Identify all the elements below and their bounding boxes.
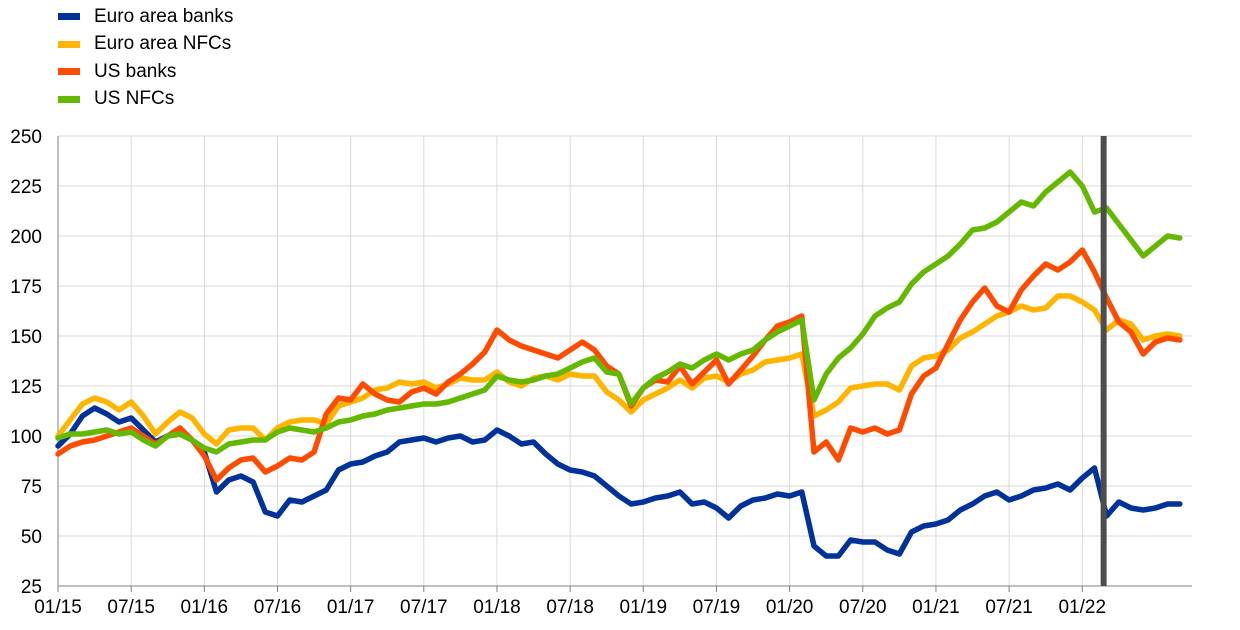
legend-item-us-nfcs: US NFCs — [58, 86, 233, 114]
legend-swatch — [58, 95, 80, 103]
x-tick-label: 01/19 — [620, 597, 668, 618]
chart-legend: Euro area banks Euro area NFCs US banks … — [58, 3, 233, 113]
y-tick-label: 175 — [10, 277, 42, 298]
y-tick-label: 125 — [10, 377, 42, 398]
x-tick-label: 01/22 — [1058, 597, 1106, 618]
legend-item-us-banks: US banks — [58, 58, 233, 86]
y-tick-label: 75 — [21, 477, 42, 498]
y-tick-label: 150 — [10, 327, 42, 348]
legend-label: US banks — [94, 60, 177, 82]
legend-label: US NFCs — [94, 88, 175, 110]
axes — [57, 136, 1192, 592]
y-tick-label: 225 — [10, 177, 42, 198]
legend-label: Euro area banks — [94, 5, 234, 27]
x-tick-label: 07/18 — [546, 597, 594, 618]
y-tick-label: 50 — [21, 527, 42, 548]
series-line-euro-area-nfcs — [55, 293, 1183, 447]
x-tick-label: 01/21 — [912, 597, 960, 618]
y-tick-label: 100 — [10, 427, 42, 448]
x-tick-label: 07/15 — [107, 597, 155, 618]
x-tick-label: 07/16 — [254, 597, 302, 618]
y-tick-label: 25 — [21, 577, 42, 598]
legend-item-euro-area-banks: Euro area banks — [58, 3, 233, 31]
series-line-euro-area-banks — [55, 405, 1183, 559]
tick-labels: 25 50 75 100 125 150 175 200 225 250 01/15 07/15 01/… — [10, 127, 1106, 618]
y-tick-label: 200 — [10, 227, 42, 248]
x-tick-label: 07/19 — [693, 597, 741, 618]
x-tick-label: 01/17 — [327, 597, 375, 618]
legend-item-euro-area-nfcs: Euro area NFCs — [58, 31, 233, 59]
x-tick-label: 07/21 — [985, 597, 1033, 618]
x-tick-label: 01/15 — [34, 597, 82, 618]
x-tick-label: 07/17 — [400, 597, 448, 618]
x-tick-label: 01/16 — [181, 597, 229, 618]
series-line-us-nfcs — [55, 169, 1183, 455]
x-tick-label: 01/18 — [473, 597, 521, 618]
y-tick-label: 250 — [10, 127, 42, 148]
legend-label: Euro area NFCs — [94, 33, 232, 55]
legend-swatch — [58, 40, 80, 48]
x-tick-label: 01/20 — [766, 597, 814, 618]
legend-swatch — [58, 13, 80, 21]
legend-swatch — [58, 68, 80, 76]
series-lines — [55, 169, 1183, 559]
x-tick-label: 07/20 — [839, 597, 887, 618]
